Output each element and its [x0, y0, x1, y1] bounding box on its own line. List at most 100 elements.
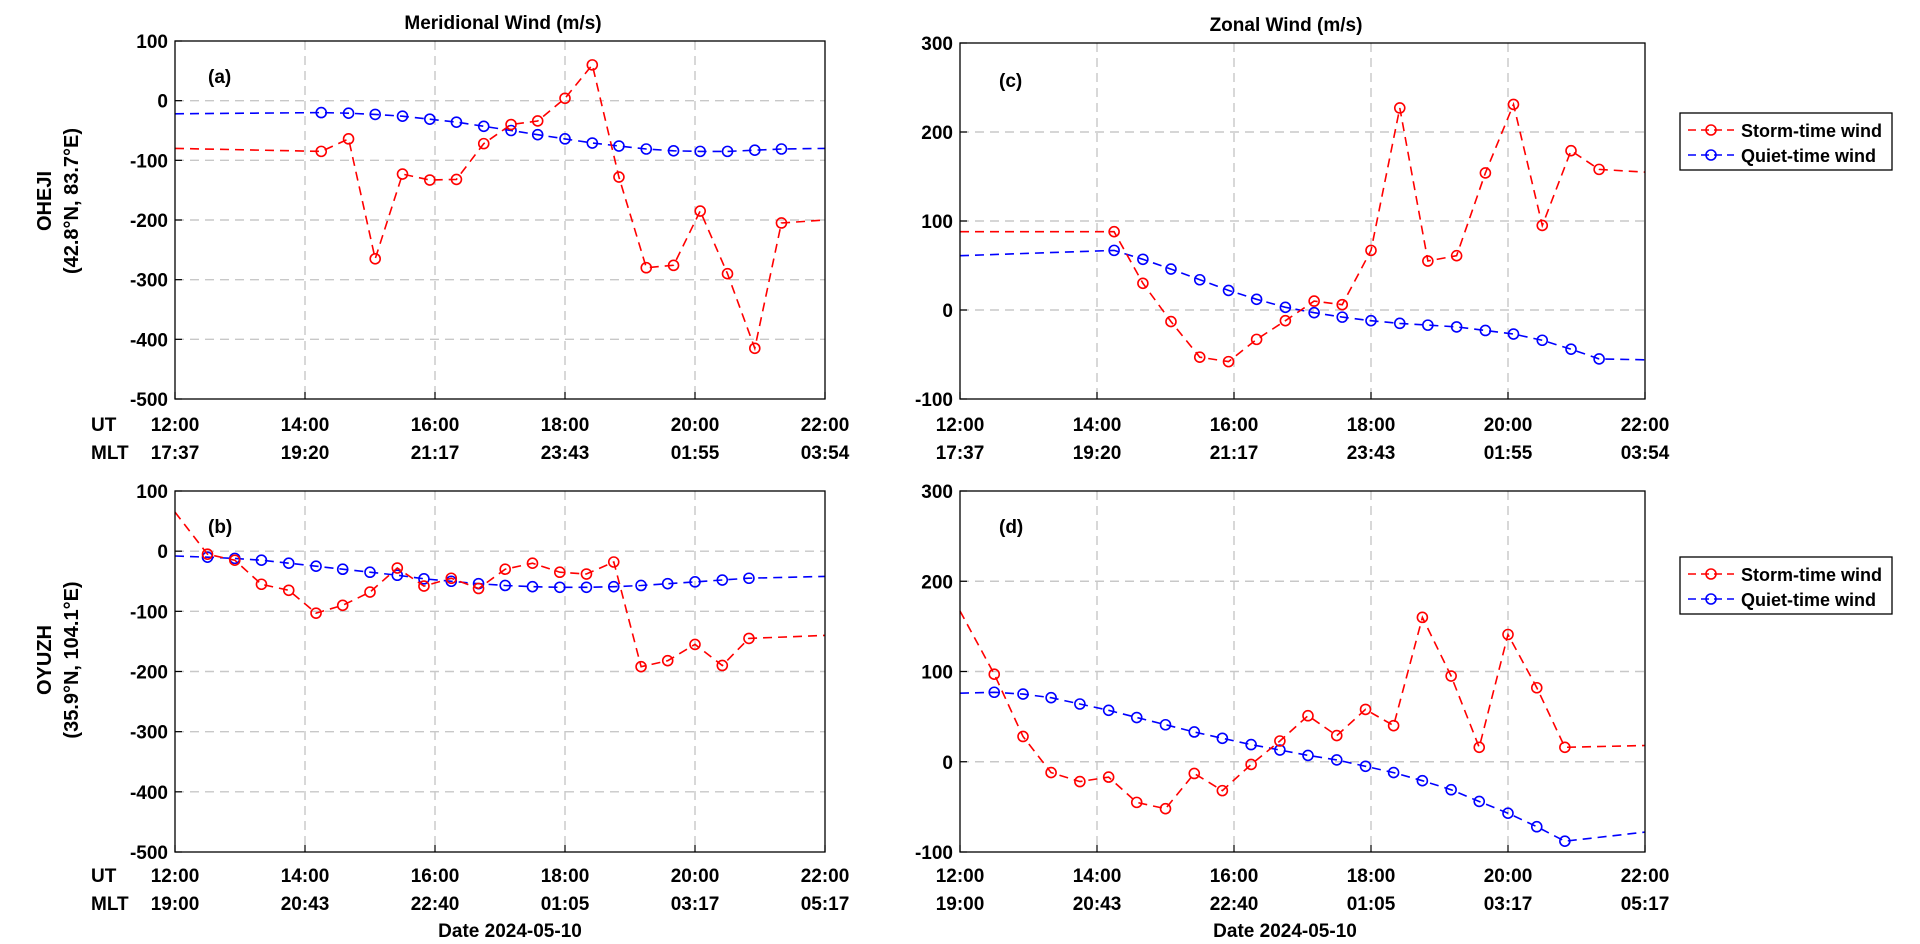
- panel-a-storm-point: [586, 59, 599, 71]
- panel-a-quiet-point: [748, 144, 761, 156]
- panel-a-quiet-point: [775, 143, 788, 155]
- panel-d-tag: (d): [999, 517, 1023, 538]
- panel-d-quiet-point: [1502, 807, 1514, 819]
- panel-d-series: [959, 610, 1646, 847]
- panel-d-storm-point: [1188, 767, 1201, 780]
- panel-a-ut-tick: 12:00: [151, 415, 200, 436]
- panel-b-storm-point: [689, 638, 701, 651]
- panel-d-y-ticks: 300 200 100 0 -100: [915, 482, 953, 864]
- panel-c-storm-point: [1222, 355, 1235, 368]
- panel-b-storm-point: [282, 584, 295, 597]
- panel-b-quiet-point: [201, 551, 214, 563]
- panel-c-quiet-point: [1422, 319, 1434, 331]
- panel-c-storm-point: [1279, 314, 1292, 327]
- panel-b-ut-tick: 14:00: [281, 866, 330, 887]
- panel-d-quiet-point: [1102, 704, 1115, 717]
- panel-b-quiet-point: [282, 557, 295, 570]
- panel-d-quiet-point: [1359, 760, 1372, 773]
- panel-b-axes: [174, 490, 826, 853]
- panel-b-mlt-tick: 05:17: [801, 894, 850, 915]
- panel-b-storm-point: [255, 578, 268, 591]
- panel-a-storm-point: [613, 171, 625, 183]
- panel-c-storm-point: [1165, 315, 1177, 328]
- panel-b-storm-point: [229, 554, 241, 566]
- panel-b-storm-point: [499, 563, 512, 576]
- panel-d-quiet-point: [1045, 691, 1057, 704]
- panel-d-storm-point: [1245, 758, 1257, 771]
- panel-b-xlabel: Date 2024-05-10: [438, 921, 582, 942]
- panel-d-ut-tick: 18:00: [1347, 866, 1396, 887]
- panel-b-meridional-oyuzh: 100 0 -100 -200 -300 -400 -500 (b) UT MLT 12:0…: [91, 482, 849, 942]
- panel-d-xlabel: Date 2024-05-10: [1213, 921, 1357, 942]
- panel-a-quiet-point: [369, 108, 382, 121]
- panel-b-storm-point: [418, 580, 430, 592]
- panel-b-ut-ticks: 12:00 14:00 16:00 18:00 20:00 22:00: [151, 866, 850, 887]
- panel-d-mlt-tick: 22:40: [1210, 894, 1259, 915]
- panel-d-quiet-point: [1159, 718, 1172, 731]
- panel-a-storm-point: [531, 115, 544, 127]
- panel-b-mlt-tick: 22:40: [411, 894, 460, 915]
- panel-a-storm-point: [775, 217, 788, 229]
- panel-b-grid: [174, 490, 826, 853]
- panel-d-storm-point: [1387, 719, 1400, 732]
- panel-a-storm-point: [667, 259, 680, 272]
- panel-a-storm-point: [559, 92, 571, 105]
- panel-c-storm-point: [1593, 163, 1605, 176]
- panel-c-quiet-point: [1165, 263, 1177, 275]
- panel-d-y-tick-label: 0: [942, 753, 953, 774]
- panel-a-series: [174, 59, 826, 355]
- panel-a-quiet-point: [342, 107, 355, 119]
- panel-d-quiet-line: [959, 691, 1646, 843]
- panel-c-quiet-point: [1393, 317, 1406, 330]
- panel-a-ut-label: UT: [91, 415, 117, 436]
- panel-c-mlt-tick: 01:55: [1484, 443, 1533, 464]
- panel-d-quiet-point: [1473, 795, 1486, 808]
- panel-c-quiet-point: [1365, 314, 1377, 327]
- panel-b-storm-point: [310, 607, 322, 619]
- panel-c-zonal-oheji: Zonal Wind (m/s) 300 200 100 0 -100 (c) 12:0…: [915, 15, 1893, 464]
- panel-c-ut-tick: 20:00: [1484, 415, 1533, 436]
- panel-a-storm-point: [450, 173, 463, 186]
- panel-d-storm-point: [1330, 729, 1343, 742]
- panel-b-quiet-point: [391, 569, 404, 582]
- panel-a-quiet-point: [613, 140, 625, 152]
- panel-b-quiet-point: [445, 575, 458, 588]
- panel-c-quiet-point: [1308, 306, 1320, 319]
- panel-b-ut-tick: 20:00: [671, 866, 720, 887]
- panel-b-mlt-tick: 01:05: [541, 894, 590, 915]
- panel-a-storm-point: [369, 252, 382, 265]
- panel-a-storm-point: [477, 137, 490, 150]
- panel-a-quiet-point: [640, 143, 653, 155]
- panel-d-quiet-point: [988, 686, 1001, 699]
- panel-a-title: Meridional Wind (m/s): [404, 13, 601, 34]
- panel-d-storm-point: [1302, 709, 1314, 722]
- panel-d-storm-point: [988, 668, 1001, 681]
- panel-b-quiet-point: [689, 576, 701, 588]
- panel-b-ut-label: UT: [91, 866, 117, 887]
- panel-b-quiet-point: [743, 572, 755, 585]
- panel-b-quiet-point: [553, 581, 566, 594]
- panel-d-ut-tick: 12:00: [936, 866, 985, 887]
- panel-d-quiet-point: [1188, 726, 1201, 738]
- panel-a-quiet-line: [174, 111, 826, 153]
- panel-d-storm-line: [959, 610, 1646, 810]
- panel-d-storm-point: [1359, 703, 1372, 716]
- panel-a-quiet-point: [667, 144, 680, 157]
- panel-c-ut-tick: 12:00: [936, 415, 985, 436]
- panel-a-quiet-point: [450, 116, 463, 128]
- panel-d-quiet-point: [1387, 766, 1400, 779]
- panel-a-storm-point: [721, 267, 734, 280]
- panel-d-mlt-tick: 05:17: [1621, 894, 1670, 915]
- panel-b-mlt-tick: 19:00: [151, 894, 200, 915]
- panel-b-storm-line: [174, 511, 826, 668]
- panel-a-mlt-label: MLT: [91, 443, 129, 464]
- panel-c-quiet-point: [1450, 321, 1463, 333]
- panel-d-storm-point: [1559, 741, 1571, 754]
- panel-b-ut-tick: 22:00: [801, 866, 850, 887]
- panel-b-quiet-point: [255, 554, 268, 566]
- panel-a-ut-tick: 16:00: [411, 415, 460, 436]
- panel-b-y-ticks: 100 0 -100 -200 -300 -400 -500: [130, 482, 168, 864]
- panel-d-ut-tick: 20:00: [1484, 866, 1533, 887]
- panel-d-quiet-point: [1274, 744, 1286, 756]
